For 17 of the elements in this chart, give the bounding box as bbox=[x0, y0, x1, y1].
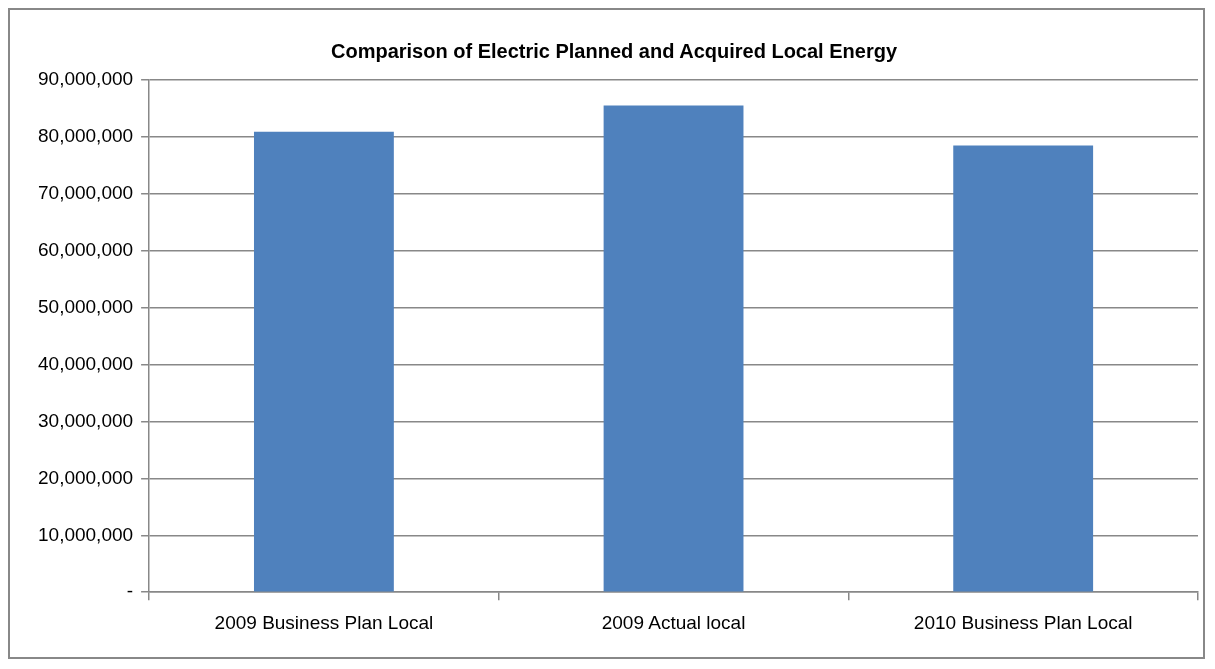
y-tick-label: 40,000,000 bbox=[38, 352, 134, 374]
bar bbox=[953, 145, 1094, 592]
chart-title: Comparison of Electric Planned and Acquired Local Energy bbox=[330, 39, 898, 62]
y-tick-label: 20,000,000 bbox=[38, 466, 134, 488]
x-tick-label: 2009 Business Plan Local bbox=[214, 611, 434, 633]
y-tick-label: 10,000,000 bbox=[38, 523, 134, 545]
x-tick-label: 2010 Business Plan Local bbox=[913, 611, 1133, 633]
y-tick-label: 30,000,000 bbox=[38, 409, 134, 431]
x-tick-label: 2009 Actual local bbox=[601, 611, 746, 633]
y-tick-label: 60,000,000 bbox=[38, 238, 134, 260]
y-tick-label: 90,000,000 bbox=[38, 68, 134, 90]
y-tick-label: 80,000,000 bbox=[38, 125, 134, 147]
y-tick-label: 70,000,000 bbox=[38, 182, 134, 204]
bar bbox=[603, 105, 744, 592]
bar bbox=[253, 131, 394, 592]
y-tick-label: 50,000,000 bbox=[38, 295, 134, 317]
y-tick-label: - bbox=[126, 580, 134, 602]
